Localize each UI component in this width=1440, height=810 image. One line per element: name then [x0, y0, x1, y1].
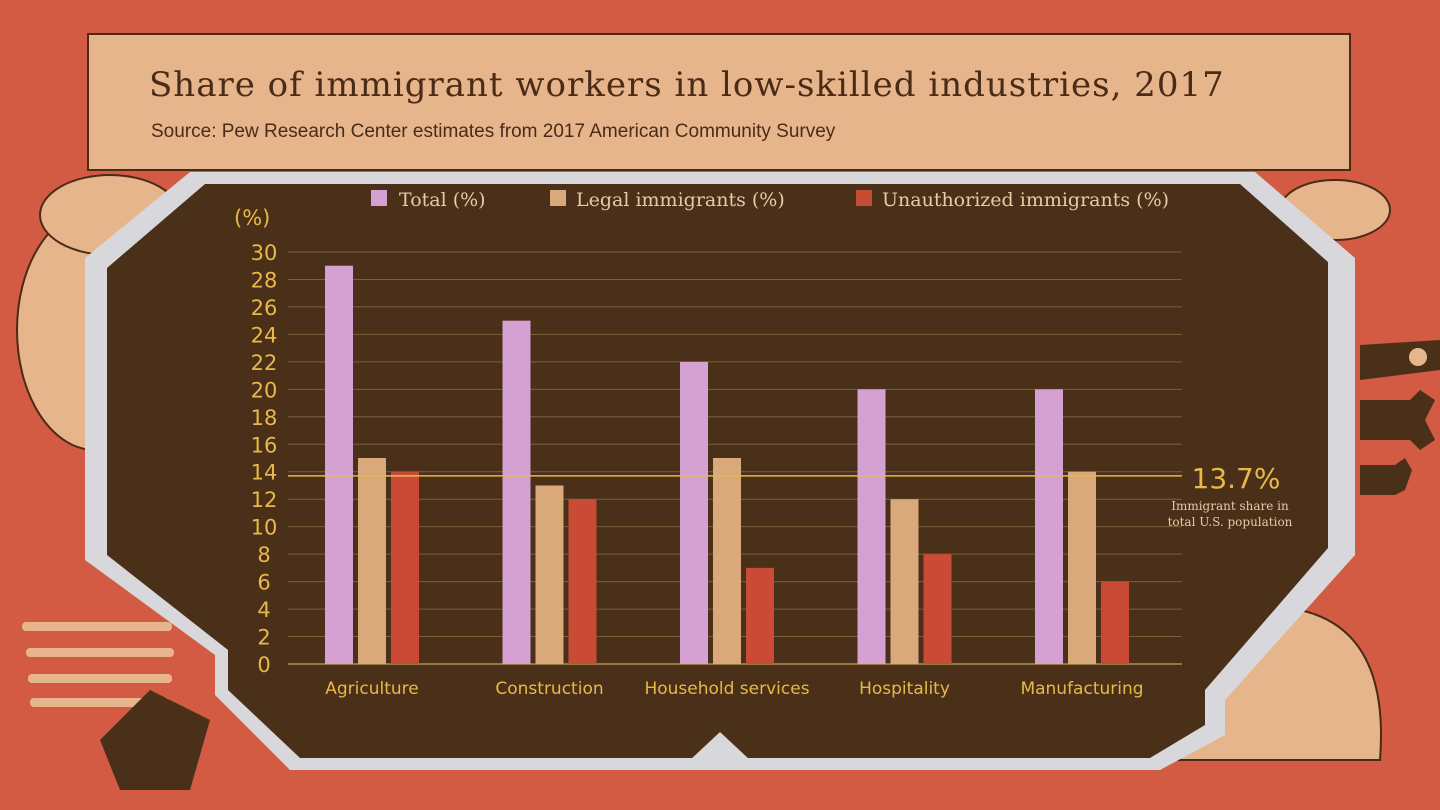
y-tick-label: 18: [251, 406, 278, 430]
bar-unauthorized-construction: [568, 499, 597, 664]
x-categories: Agriculture Construction Household service…: [325, 679, 1143, 699]
pitchfork-icon: [22, 622, 174, 707]
legend-label-legal: Legal immigrants (%): [576, 189, 785, 211]
y-tick-label: 2: [257, 626, 270, 650]
legend: Total (%) Legal immigrants (%) Unauthori…: [371, 189, 1169, 211]
bar-legal-construction: [535, 485, 564, 664]
bar-unauthorized-household-services: [746, 567, 774, 664]
reference-note-line-1: Immigrant share in: [1171, 499, 1289, 513]
y-axis-label: (%): [234, 206, 270, 230]
frame-notch: [690, 732, 750, 760]
bar-legal-household-services: [713, 458, 741, 664]
bars: [325, 265, 1129, 664]
y-tick-label: 20: [251, 378, 278, 402]
bar-legal-hospitality: [890, 499, 919, 664]
bar-total-agriculture: [325, 265, 353, 664]
x-category-label: Household services: [644, 679, 809, 699]
y-tick-label: 10: [251, 516, 278, 540]
legend-swatch-legal: [550, 190, 566, 206]
legend-label-total: Total (%): [399, 189, 486, 211]
legend-swatch-unauthorized: [856, 190, 872, 206]
y-tick-label: 16: [251, 433, 278, 457]
chart-subtitle: Source: Pew Research Center estimates fr…: [151, 121, 836, 142]
shovel-icon: [100, 690, 210, 790]
title-box: Share of immigrant workers in low-skille…: [87, 33, 1351, 171]
y-tick-label: 12: [251, 488, 278, 512]
y-tick-label: 4: [257, 598, 270, 622]
chart-title: Share of immigrant workers in low-skille…: [149, 65, 1225, 105]
x-category-label: Construction: [495, 679, 603, 699]
bar-legal-manufacturing: [1068, 471, 1096, 664]
y-tick-label: 28: [251, 268, 278, 292]
bar-total-hospitality: [857, 389, 886, 664]
reference-value-label: 13.7%: [1192, 462, 1281, 495]
pliers-icon: [1360, 340, 1440, 380]
x-category-label: Agriculture: [325, 679, 419, 699]
wrench-icon: [1360, 390, 1435, 495]
bar-unauthorized-agriculture: [391, 471, 419, 664]
bar-total-manufacturing: [1035, 389, 1063, 664]
y-tick-label: 30: [251, 241, 278, 265]
y-tick-label: 14: [251, 461, 278, 485]
legend-swatch-total: [371, 190, 387, 206]
bar-total-construction: [502, 320, 531, 664]
y-tick-label: 6: [257, 571, 270, 595]
reference-line-group: 13.7% Immigrant share in total U.S. popu…: [288, 462, 1293, 529]
y-tick-label: 24: [251, 323, 278, 347]
x-category-label: Manufacturing: [1020, 679, 1143, 699]
reference-note-line-2: total U.S. population: [1168, 515, 1293, 529]
y-tick-label: 0: [257, 653, 270, 677]
legend-label-unauthorized: Unauthorized immigrants (%): [882, 189, 1169, 211]
y-tick-label: 26: [251, 296, 278, 320]
y-tick-label: 22: [251, 351, 278, 375]
bar-unauthorized-hospitality: [923, 554, 952, 664]
bar-total-household-services: [680, 361, 708, 664]
bar-legal-agriculture: [358, 458, 386, 664]
y-tick-label: 8: [257, 543, 270, 567]
bar-unauthorized-manufacturing: [1101, 581, 1129, 664]
x-category-label: Hospitality: [859, 679, 950, 699]
